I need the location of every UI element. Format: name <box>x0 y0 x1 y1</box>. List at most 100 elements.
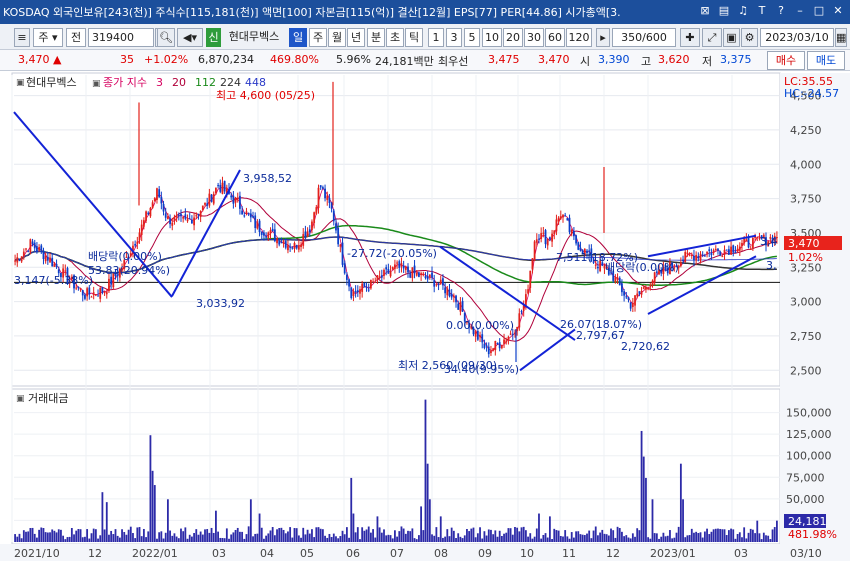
candle-body <box>496 343 499 345</box>
interval-20[interactable]: 20 <box>503 28 523 47</box>
interval-10[interactable]: 10 <box>482 28 502 47</box>
interval-3[interactable]: 3 <box>446 28 462 47</box>
volume-bar <box>498 530 501 542</box>
volume-bar <box>77 529 80 542</box>
candle-body <box>540 233 543 239</box>
screen-link-icon[interactable]: ⊠ <box>700 4 710 17</box>
volume-bar <box>706 528 708 542</box>
buy-button[interactable]: 매수 <box>767 51 805 70</box>
sound-icon[interactable]: ◀▾ <box>177 28 203 47</box>
volume-bar <box>151 470 154 542</box>
candle-body <box>136 241 139 244</box>
count-toggle-icon[interactable]: ▸ <box>596 28 610 47</box>
candle-body <box>468 322 471 328</box>
candle-body <box>27 250 30 252</box>
candle-body <box>374 281 377 283</box>
interval-1[interactable]: 1 <box>428 28 444 47</box>
volume-bar <box>402 528 405 542</box>
settings-icon[interactable]: ⚙ <box>741 28 758 47</box>
interval-120[interactable]: 120 <box>566 28 592 47</box>
mode-select[interactable]: 전 <box>66 28 86 47</box>
volume-bar <box>14 534 16 542</box>
candle-body <box>586 250 588 254</box>
date-input[interactable]: 2023/03/10 <box>760 28 834 47</box>
volume-bar <box>524 530 527 542</box>
candle-body <box>548 237 551 240</box>
alarm-icon[interactable]: ♫ <box>738 4 748 17</box>
candle-body <box>14 260 16 262</box>
maximize-icon[interactable]: □ <box>813 4 825 17</box>
text-icon[interactable]: T <box>758 4 766 17</box>
volume-bar <box>249 499 252 542</box>
volume-bar <box>97 538 99 542</box>
tab-year[interactable]: 년 <box>347 28 365 47</box>
candle-body <box>669 261 671 275</box>
volume-bar <box>53 530 56 542</box>
save-icon[interactable]: ▣ <box>723 28 740 47</box>
help-icon[interactable]: ? <box>778 4 784 17</box>
sell-button[interactable]: 매도 <box>807 51 845 70</box>
volume-bar <box>252 536 254 542</box>
stock-code-input[interactable]: 319400 <box>88 28 154 47</box>
volume-bar <box>463 535 466 542</box>
volume-bar <box>311 529 313 542</box>
volume-bar <box>500 536 503 542</box>
volume-bar <box>479 527 481 542</box>
ask-price: 3,475 <box>488 53 520 66</box>
volume-bar <box>114 529 117 542</box>
candle-body <box>634 295 636 306</box>
candle-body <box>219 184 222 192</box>
interval-5[interactable]: 5 <box>464 28 480 47</box>
candle-body <box>629 302 632 309</box>
candle-body <box>335 223 337 231</box>
search-icon[interactable]: 🔍︎ <box>157 28 175 47</box>
chart-annotations: 최고 4,600 (05/25) 최저 2,560 (09/30) 배당락(0.… <box>14 89 679 376</box>
volume-bar <box>732 529 735 542</box>
tab-month[interactable]: 월 <box>328 28 346 47</box>
candle-body <box>631 303 634 308</box>
candle-body <box>232 195 235 204</box>
market-type-select[interactable]: 주 ▾ <box>33 28 63 47</box>
volume-bar <box>420 506 423 542</box>
tab-day[interactable]: 일 <box>289 28 307 47</box>
candle-body <box>151 202 154 209</box>
volume-bar <box>317 527 320 542</box>
candle-body <box>293 242 296 249</box>
candle-body <box>736 248 739 252</box>
interval-60[interactable]: 60 <box>545 28 565 47</box>
candle-body <box>507 336 510 341</box>
volume-bar <box>618 528 621 542</box>
volume-bar <box>682 499 684 542</box>
minimize-icon[interactable]: – <box>797 4 803 17</box>
candle-body <box>184 214 187 219</box>
volume-bar <box>749 528 752 542</box>
volume-bar <box>138 527 141 542</box>
candle-body <box>311 221 313 231</box>
calendar-icon[interactable]: ▦ <box>835 28 847 47</box>
volume-bar <box>605 534 608 542</box>
candle-body <box>345 274 348 280</box>
low-label: 저 <box>702 55 713 68</box>
volume-bar <box>108 534 110 542</box>
candle-body <box>339 244 342 247</box>
volume-bar <box>470 528 473 542</box>
volume-bar <box>18 533 21 542</box>
stock-chart[interactable]: 4,5004,2504,0003,7503,5003,2503,0002,750… <box>0 71 850 561</box>
data-count-input[interactable]: 350/600 <box>612 28 676 47</box>
volume-bar <box>693 532 695 542</box>
tab-tick[interactable]: 틱 <box>405 28 423 47</box>
volume-bar <box>490 529 492 542</box>
drawing-tool-icon[interactable]: ⤢ <box>702 28 722 47</box>
volume-bar <box>271 527 274 542</box>
tab-minute[interactable]: 분 <box>367 28 385 47</box>
candle-body <box>452 295 455 298</box>
volume-bar <box>389 535 392 542</box>
crosshair-icon[interactable]: ✚ <box>680 28 700 47</box>
tab-second[interactable]: 초 <box>386 28 404 47</box>
volume-bar <box>612 530 615 542</box>
close-icon[interactable]: ✕ <box>833 4 843 17</box>
interval-30[interactable]: 30 <box>524 28 544 47</box>
tab-week[interactable]: 주 <box>309 28 327 47</box>
print-icon[interactable]: ▤ <box>718 4 730 17</box>
menu-icon[interactable]: ≡ <box>14 28 30 47</box>
